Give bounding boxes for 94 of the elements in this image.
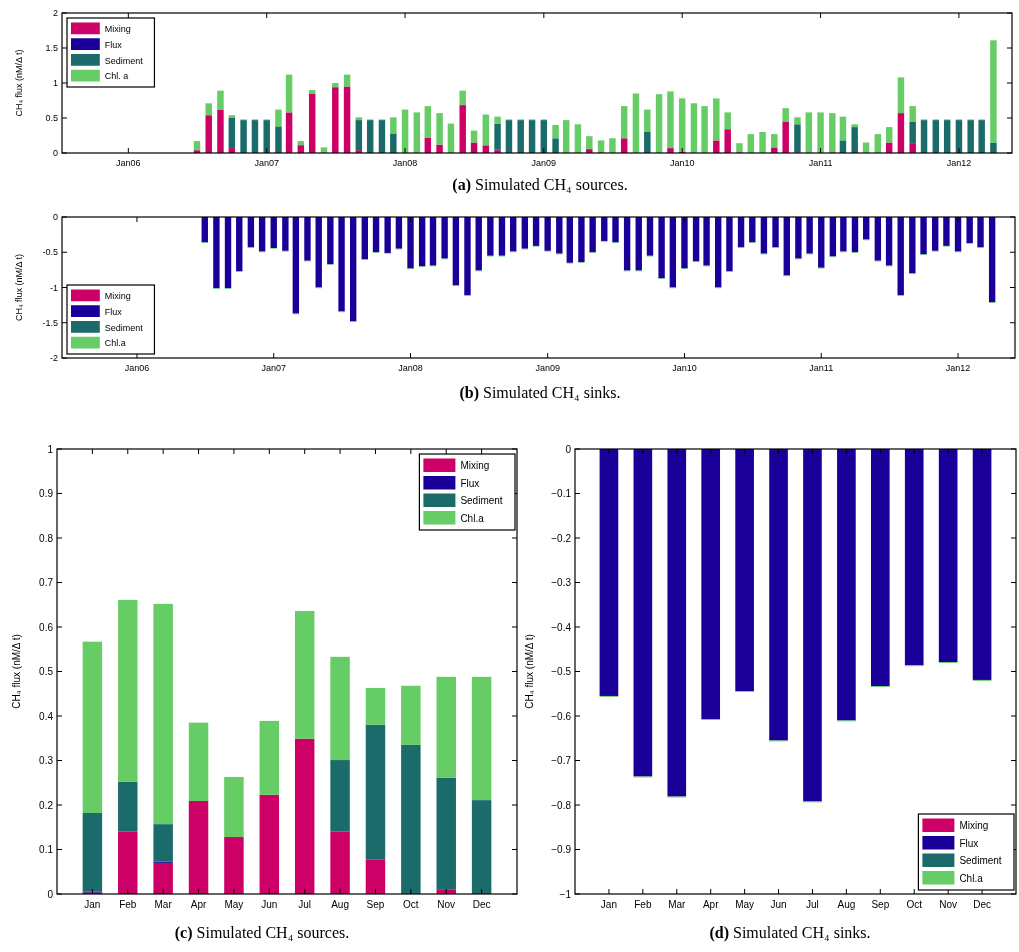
y-tick-label: −0.2 — [551, 532, 572, 544]
legend-label: Flux — [460, 477, 480, 489]
legend-label: Chl.a — [460, 512, 485, 524]
x-tick-label: Nov — [939, 899, 958, 910]
y-tick-label: 0.1 — [39, 844, 54, 855]
x-tick-label: Jan — [84, 899, 101, 910]
x-tick-label: Jan07 — [254, 158, 279, 168]
x-tick-label: Jan11 — [809, 363, 834, 373]
x-tick-label: Jan07 — [261, 363, 286, 373]
x-tick-label: Jul — [298, 899, 312, 910]
y-axis-title: CH₄ flux (nM/Δ t) — [14, 49, 24, 117]
y-tick-label: 0.8 — [39, 532, 54, 544]
x-tick-label: Jan12 — [946, 158, 972, 168]
text: (c) Simulated CH₄ sources. — [174, 924, 350, 942]
y-tick-label: -1 — [49, 282, 58, 293]
legend-label: Sediment — [959, 855, 1002, 867]
x-tick-label: Oct — [403, 899, 419, 910]
x-tick-label: Jul — [806, 899, 819, 910]
x-tick-label: Jan08 — [398, 363, 423, 373]
y-tick-label: 2 — [52, 8, 58, 19]
y-tick-label: -2 — [49, 353, 58, 364]
x-tick-label: Dec — [973, 899, 991, 910]
legend-label: Sediment — [460, 495, 503, 507]
x-tick-label: Jan06 — [116, 158, 141, 168]
x-tick-label: Jun — [261, 899, 278, 910]
y-axis-title: CH₄ flux (nM/Δ t) — [11, 634, 22, 709]
legend-label: Flux — [959, 837, 979, 849]
y-tick-label: −0.1 — [551, 488, 572, 499]
x-tick-label: Nov — [437, 899, 456, 910]
x-tick-label: Apr — [702, 899, 720, 910]
legend-label: Chl.a — [104, 338, 126, 349]
text: (a) Simulated CH₄ sources. — [452, 176, 628, 194]
y-tick-label: 1.5 — [45, 43, 58, 54]
y-tick-label: 0.4 — [39, 710, 54, 722]
legend-label: Sediment — [104, 55, 144, 66]
y-tick-label: 0.5 — [45, 113, 58, 124]
text: (b) Simulated CH₄ sinks. — [459, 384, 621, 402]
y-tick-label: −0.9 — [551, 844, 572, 855]
x-tick-label: Jan10 — [669, 158, 695, 168]
legend-label: Mixing — [460, 460, 490, 472]
x-tick-label: Jan12 — [945, 363, 971, 373]
y-tick-label: −1 — [559, 888, 572, 900]
y-tick-label: 0.3 — [39, 755, 54, 766]
y-tick-label: 0 — [52, 148, 58, 159]
x-tick-label: Oct — [906, 899, 923, 910]
y-tick-label: 1 — [47, 443, 54, 455]
x-tick-label: Dec — [472, 899, 491, 910]
y-tick-label: −0.5 — [551, 666, 572, 677]
x-tick-label: Sep — [871, 899, 890, 910]
y-axis-title: CH₄ flux (nM/Δ t) — [524, 634, 535, 709]
y-tick-label: −0.6 — [551, 710, 572, 722]
legend-label: Chl. a — [104, 71, 129, 82]
y-tick-label: −0.7 — [551, 755, 572, 766]
x-tick-label: May — [224, 899, 244, 910]
y-tick-label: 1 — [52, 78, 58, 89]
x-tick-label: Jan09 — [535, 363, 560, 373]
legend-label: Flux — [104, 39, 123, 50]
y-tick-label: -1.5 — [42, 317, 58, 328]
x-tick-label: Jan06 — [124, 363, 150, 373]
y-tick-label: 0.6 — [39, 621, 54, 633]
legend-label: Mixing — [104, 24, 131, 35]
y-tick-label: 0.7 — [39, 577, 54, 588]
y-tick-label: 0.5 — [39, 666, 54, 677]
y-tick-label: -0.5 — [42, 247, 58, 258]
legend-label: Flux — [104, 306, 123, 317]
x-tick-label: Jan09 — [531, 158, 557, 168]
x-tick-label: Jun — [770, 899, 787, 910]
x-tick-label: Mar — [154, 899, 173, 910]
x-tick-label: Jan08 — [392, 158, 418, 168]
x-tick-label: Jan11 — [808, 158, 833, 168]
y-tick-label: −0.8 — [551, 799, 572, 811]
y-tick-label: 0.9 — [39, 488, 54, 499]
y-axis-title: CH₄ flux (nM/Δ t) — [14, 253, 24, 322]
y-tick-label: −0.4 — [551, 621, 572, 633]
x-tick-label: Aug — [837, 899, 856, 910]
text: (d) Simulated CH₄ sinks. — [709, 924, 871, 942]
y-tick-label: 0 — [52, 212, 58, 223]
x-tick-label: Sep — [366, 899, 385, 910]
legend-label: Sediment — [104, 322, 144, 333]
y-tick-label: 0.2 — [39, 799, 54, 811]
x-tick-label: Jan — [600, 899, 617, 910]
y-tick-label: 0 — [47, 888, 54, 900]
x-tick-label: Aug — [331, 899, 349, 910]
x-tick-label: Feb — [634, 899, 652, 910]
x-tick-label: May — [735, 899, 755, 910]
x-tick-label: Feb — [119, 899, 137, 910]
x-tick-label: Apr — [190, 899, 207, 910]
legend-label: Mixing — [959, 820, 989, 832]
legend-label: Chl.a — [959, 872, 984, 884]
legend-label: Mixing — [104, 291, 131, 302]
x-tick-label: Mar — [668, 899, 687, 910]
y-tick-label: 0 — [565, 443, 572, 455]
x-tick-label: Jan10 — [672, 363, 697, 373]
y-tick-label: −0.3 — [551, 577, 572, 588]
